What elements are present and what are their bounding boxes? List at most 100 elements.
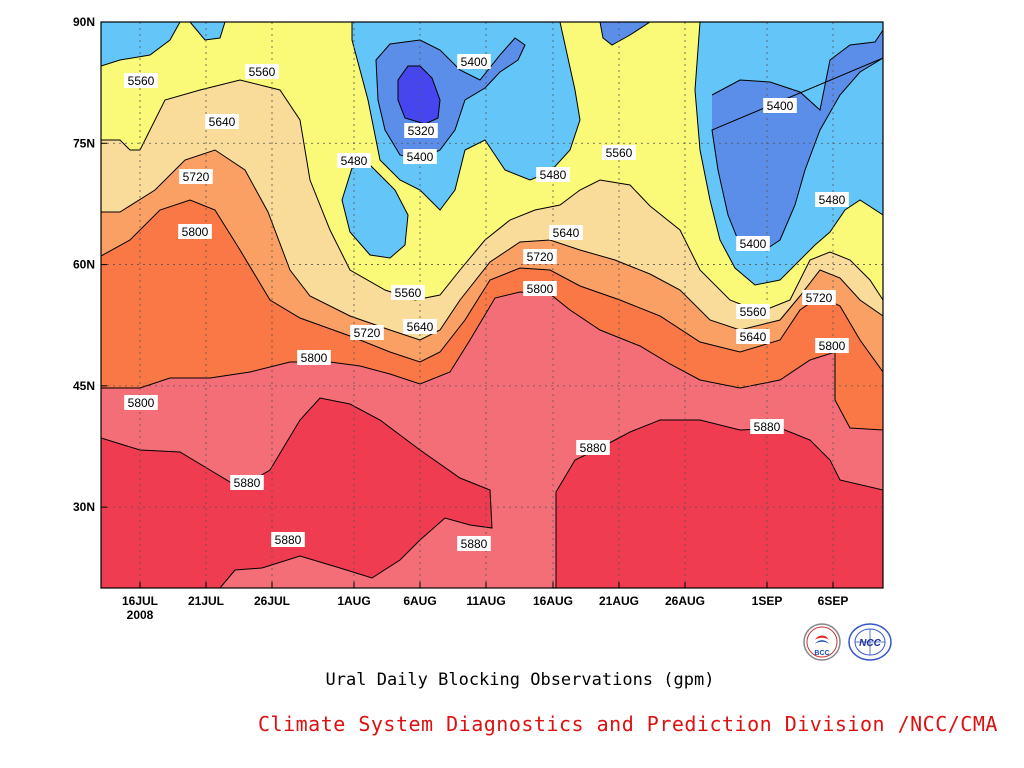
contour-5480-nw xyxy=(101,22,181,67)
contour-5640 xyxy=(101,149,883,341)
y-tick-label: 90N xyxy=(73,15,95,29)
contour-label-bg xyxy=(523,249,557,264)
x-tick-label: 21JUL xyxy=(188,594,224,608)
x-tick-label: 26AUG xyxy=(665,594,705,608)
svg-text:BCC: BCC xyxy=(814,650,829,657)
contour-label: 5560 xyxy=(128,74,155,88)
contour-label: 5880 xyxy=(275,533,302,547)
contour-label: 5640 xyxy=(407,320,434,334)
y-tick-label: 60N xyxy=(73,258,95,272)
svg-text:NCC: NCC xyxy=(859,638,881,649)
x-tick-label: 6AUG xyxy=(403,594,436,608)
contour-label-bg xyxy=(179,169,213,184)
x-tick-label: 1AUG xyxy=(337,594,370,608)
contour-label: 5880 xyxy=(580,441,607,455)
contour-label-bg xyxy=(337,153,371,168)
contour-labels: 5560 5560 5640 5720 5800 5800 5880 5880 5800 5720… xyxy=(124,54,849,551)
contour-label-bg xyxy=(750,419,784,434)
contour-5480-east xyxy=(694,22,883,286)
contour-label-bg xyxy=(230,475,264,490)
band-5400-5480-island xyxy=(342,165,408,258)
contour-label: 5400 xyxy=(740,237,767,251)
contour-label: 5800 xyxy=(128,396,155,410)
contour-5720 xyxy=(101,199,883,373)
contour-label-bg xyxy=(802,290,836,305)
contour-label: 5560 xyxy=(606,146,633,160)
contour-5480-main xyxy=(351,22,581,211)
contour-label: 5320 xyxy=(408,124,435,138)
contour-label-bg xyxy=(178,224,212,239)
contour-5400-ne xyxy=(599,22,651,46)
contour-label: 5720 xyxy=(806,291,833,305)
chart-caption: Ural Daily Blocking Observations (gpm) xyxy=(325,670,715,690)
contour-label-bg xyxy=(205,114,239,129)
ncc-logo: NCC xyxy=(848,623,892,661)
contour-label: 5400 xyxy=(407,150,434,164)
x-tick-label: 16AUG xyxy=(533,594,573,608)
contour-label-bg xyxy=(736,329,770,344)
contour-label: 5800 xyxy=(301,351,328,365)
contour-5560 xyxy=(101,79,883,313)
contour-lines xyxy=(101,22,883,588)
contour-label: 5560 xyxy=(395,286,422,300)
contour-label: 5480 xyxy=(819,193,846,207)
contour-label-bg xyxy=(403,149,437,164)
contour-label: 5400 xyxy=(461,55,488,69)
contour-5480-n xyxy=(189,22,226,41)
contour-label: 5720 xyxy=(527,250,554,264)
contour-label-bg xyxy=(403,319,437,334)
contour-5480-island xyxy=(341,164,409,259)
x-tick-label: 1SEP xyxy=(752,594,783,608)
year-label: 2008 xyxy=(127,608,154,622)
contour-label: 5880 xyxy=(754,420,781,434)
contour-label: 5400 xyxy=(767,99,794,113)
contour-label-bg xyxy=(391,285,425,300)
contour-label-bg xyxy=(549,225,583,240)
contour-label-bg xyxy=(297,350,331,365)
x-tick-label: 16JUL xyxy=(122,594,158,608)
contour-label: 5800 xyxy=(182,225,209,239)
contour-label-bg xyxy=(815,192,849,207)
contour-label: 5560 xyxy=(249,65,276,79)
contour-label-bg xyxy=(350,325,384,340)
contour-label: 5480 xyxy=(341,154,368,168)
contour-label: 5800 xyxy=(527,282,554,296)
y-axis: 90N 75N 60N 45N 30N xyxy=(73,15,107,514)
x-tick-label: 26JUL xyxy=(254,594,290,608)
contour-label-bg xyxy=(124,73,158,88)
credit-line: Climate System Diagnostics and Predictio… xyxy=(258,712,998,736)
contour-label: 5560 xyxy=(740,305,767,319)
x-tick-label: 21AUG xyxy=(599,594,639,608)
contour-label: 5880 xyxy=(234,476,261,490)
contour-label: 5880 xyxy=(461,537,488,551)
band-gt-5880-east xyxy=(556,420,883,588)
contour-label-bg xyxy=(736,304,770,319)
band-5400-5480-nw xyxy=(101,22,180,66)
band-5480-5560 xyxy=(101,22,883,312)
contour-label-bg xyxy=(271,532,305,547)
contour-label-bg xyxy=(576,440,610,455)
contour-label: 5720 xyxy=(183,170,210,184)
band-5320-5400-ne xyxy=(600,22,650,45)
x-tick-label: 6SEP xyxy=(818,594,849,608)
contour-label: 5480 xyxy=(540,168,567,182)
contour-label-bg xyxy=(815,338,849,353)
bcc-logo: BCC xyxy=(803,623,841,661)
contour-5320 xyxy=(397,65,441,125)
contour-label-bg xyxy=(602,145,636,160)
x-tick-label: 11AUG xyxy=(466,594,505,608)
contour-5400-east xyxy=(711,29,883,251)
contour-label-bg xyxy=(457,536,491,551)
contour-5880-east xyxy=(555,419,883,588)
contour-label-bg xyxy=(736,236,770,251)
band-lt-5320 xyxy=(398,66,440,124)
y-tick-label: 75N xyxy=(73,136,95,150)
y-tick-label: 45N xyxy=(73,379,95,393)
contour-label-bg xyxy=(523,281,557,296)
contour-label: 5640 xyxy=(553,226,580,240)
band-5400-5480-n xyxy=(190,22,225,40)
band-gt-5880-west xyxy=(101,398,492,588)
contour-5800 xyxy=(101,291,883,431)
band-5320-5400-east xyxy=(712,30,883,250)
